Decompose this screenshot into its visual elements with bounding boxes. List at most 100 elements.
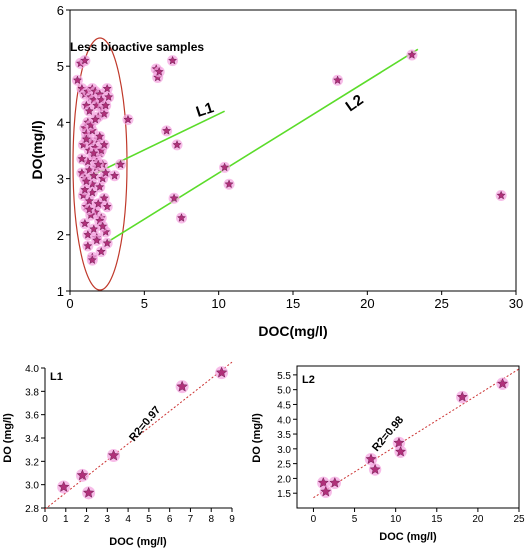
l1-x-tick-label: 3 [105,514,111,525]
data-point [162,126,172,135]
data-point [93,159,103,169]
data-point [102,201,112,211]
data-point [57,480,70,492]
l1-x-tick-label: 1 [63,514,69,525]
l2-x-tick-label: 0 [311,514,317,525]
l1-x-axis-label: DOC (mg/l) [109,536,167,548]
l1-x-tick-label: 6 [167,514,173,525]
l1-y-tick-label: 2.8 [25,504,39,515]
l2-y-tick-label: 4.5 [277,400,291,411]
data-point [220,162,230,172]
l1-y-tick-label: 3.0 [25,481,39,492]
l2-x-ticks: 0 5 10 15 20 25 [311,508,525,525]
data-point [89,224,99,234]
l1-y-tick-label: 3.6 [25,411,39,422]
main-y-axis-label: DO(mg/l) [29,120,45,179]
l2-y-tick-label: 1.5 [277,489,291,500]
main-chart: 0 5 10 15 20 25 30 1 2 3 4 5 6 DOC(mg/l) DO(mg/l) L… [29,3,523,339]
l2-y-tick-label: 2.0 [277,474,291,485]
l2-x-tick-label: 15 [431,514,443,525]
l1-x-tick-label: 7 [188,514,194,525]
data-point [82,486,95,498]
l2-y-ticks: 1.5 2.0 2.5 3.0 3.5 4.0 4.5 5.0 5.5 [277,371,297,500]
data-point [104,92,114,101]
main-x-tick-label: 10 [211,296,225,311]
l1-x-ticks: 0 1 2 3 4 5 6 7 8 9 [42,508,235,525]
main-x-tick-label: 30 [509,296,523,311]
data-point [98,221,108,231]
main-y-tick-label: 5 [57,59,64,74]
l2-fit-line [313,368,520,499]
data-point [84,196,94,205]
data-point [177,213,186,222]
fit-line-l2 [105,48,419,244]
data-point [176,380,188,392]
l2-data-points [317,377,509,498]
data-point [89,171,99,180]
l1-r-squared: R2=0.97 [127,404,163,444]
data-point [333,75,343,85]
main-fit-lines [84,48,419,244]
l1-label: L1 [194,99,216,121]
l1-x-tick-label: 5 [146,514,152,525]
data-point [83,241,93,250]
less-bioactive-ellipse [72,37,128,291]
l2-x-tick-label: 10 [390,514,402,525]
main-y-tick-label: 2 [57,228,64,243]
data-point [224,179,234,189]
data-point [101,100,111,110]
data-point [393,437,405,448]
main-y-tick-label: 6 [57,3,64,18]
data-point [107,449,120,461]
l2-y-tick-label: 5.0 [277,386,291,397]
data-point [456,391,468,402]
l1-y-tick-label: 3.4 [25,434,39,445]
l1-data-points [57,366,229,500]
main-x-tick-label: 0 [66,296,73,311]
main-x-tick-label: 5 [141,296,148,311]
l2-y-axis-label: DO (mg/l) [251,413,263,463]
data-point [95,182,105,191]
data-point [93,199,103,208]
data-point [407,50,417,59]
data-point [168,55,178,65]
data-point [84,106,94,115]
data-point [154,67,164,76]
data-point [81,176,91,186]
main-y-tick-label: 1 [57,284,64,299]
main-x-tick-label: 15 [286,296,300,311]
data-point [497,378,508,389]
l2-y-tick-label: 5.5 [277,371,291,382]
main-y-ticks: 1 2 3 4 5 6 [57,3,70,299]
data-point [89,148,99,158]
l2-label: L2 [343,91,367,115]
data-point [92,235,102,245]
data-point [317,477,329,488]
fit-line-l1 [84,110,225,180]
data-point [80,55,90,65]
data-point [84,204,94,214]
data-point [99,193,109,203]
l1-y-tick-label: 4.0 [25,364,39,375]
data-point [365,453,377,464]
l1-y-ticks: 2.8 3.0 3.2 3.4 3.6 3.8 4.0 [25,364,45,515]
data-point [215,366,228,378]
main-x-tick-label: 25 [434,296,448,311]
l1-y-tick-label: 3.8 [25,387,39,398]
l1-x-tick-label: 9 [229,514,235,525]
data-point [96,246,106,256]
l2-y-tick-label: 3.5 [277,430,291,441]
main-x-ticks: 0 5 10 15 20 25 30 [66,291,523,311]
l1-x-tick-label: 0 [42,514,48,525]
data-point [320,486,332,497]
data-point [172,140,182,149]
l1-x-tick-label: 8 [208,514,214,525]
data-point [123,114,133,124]
data-point [99,109,109,118]
data-point [76,469,89,481]
data-point [102,83,112,93]
l2-plot-frame [296,365,520,509]
data-point [110,171,120,180]
